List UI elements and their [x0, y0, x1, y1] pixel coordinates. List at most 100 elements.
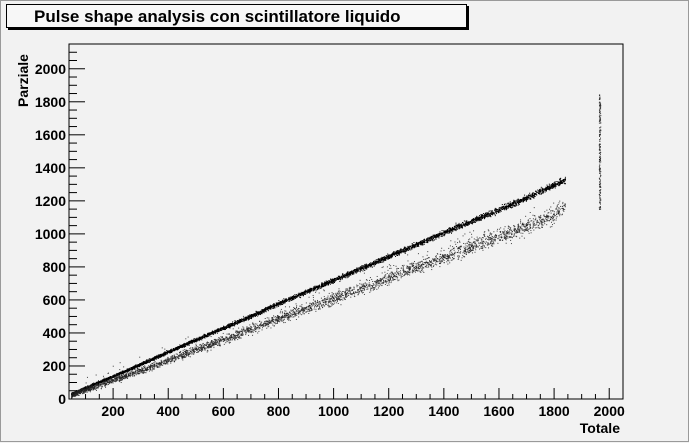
band-dot: [322, 285, 324, 287]
band-dot: [166, 350, 168, 352]
band-dot: [363, 265, 365, 267]
band-dot: [551, 187, 553, 189]
band-dot: [517, 202, 519, 204]
band-dot: [349, 273, 351, 275]
band-dot: [458, 228, 460, 230]
band-dot: [441, 234, 443, 236]
band-dot: [259, 311, 261, 313]
band-dot: [404, 251, 406, 253]
band-dot: [257, 314, 259, 316]
band-dot: [423, 241, 425, 243]
band-dot: [93, 384, 95, 386]
band-dot: [537, 193, 539, 195]
band-dot: [250, 317, 252, 319]
band-dot: [249, 315, 251, 317]
band-dot: [494, 215, 496, 217]
band-dot: [471, 219, 473, 221]
band-dot: [501, 208, 503, 210]
band-dot: [266, 308, 268, 310]
band-dot: [518, 204, 520, 206]
band-dot: [526, 198, 528, 200]
band-dot: [208, 333, 210, 335]
band-dot: [462, 222, 464, 224]
band-dot: [421, 242, 423, 244]
band-dot: [336, 277, 338, 279]
band-dot: [336, 279, 338, 281]
band-dot: [483, 215, 485, 217]
band-dot: [272, 304, 274, 306]
band-dot: [461, 225, 463, 227]
band-dot: [147, 361, 149, 363]
band-dot: [409, 248, 411, 250]
band-dot: [160, 354, 162, 356]
band-dot: [149, 361, 151, 363]
band-dot: [190, 340, 192, 342]
band-dot: [142, 364, 144, 366]
band-dot: [353, 272, 355, 274]
band-dot: [421, 240, 423, 242]
band-dot: [293, 297, 295, 299]
band-dot: [403, 247, 405, 249]
band-dot: [187, 344, 189, 346]
band-dot: [340, 278, 342, 280]
band-dot: [513, 205, 515, 207]
band-dot: [184, 346, 186, 348]
band-dot: [471, 222, 473, 224]
band-dot: [365, 265, 367, 267]
band-dot: [143, 361, 145, 363]
band-dot: [347, 275, 349, 277]
band-dot: [132, 369, 134, 371]
band-dot: [343, 276, 345, 278]
band-dot: [390, 254, 392, 256]
band-dot: [495, 211, 497, 213]
band-dot: [430, 235, 432, 237]
band-dot: [286, 299, 288, 301]
band-dot: [125, 371, 127, 373]
band-dot: [414, 245, 416, 247]
band-dot: [519, 200, 521, 202]
band-dot: [513, 200, 515, 202]
band-dot: [179, 345, 181, 347]
band-dot: [339, 277, 341, 279]
band-dot: [523, 197, 525, 199]
band-dot: [360, 267, 362, 269]
band-dot: [283, 300, 285, 302]
band-dot: [354, 269, 356, 271]
band-dot: [206, 336, 208, 338]
band-dot: [436, 236, 438, 238]
band-dot: [378, 261, 380, 263]
band-dot: [465, 223, 467, 225]
band-dot: [417, 245, 419, 247]
band-dot: [147, 359, 149, 361]
band-dot: [362, 268, 364, 270]
band-dot: [331, 279, 333, 281]
band-dot: [468, 223, 470, 225]
band-dot: [145, 363, 147, 365]
band-dot: [475, 221, 477, 223]
band-dot: [374, 262, 376, 264]
band-dot: [314, 286, 316, 288]
band-dot: [201, 336, 203, 338]
band-dot: [318, 287, 320, 289]
band-dot: [308, 291, 310, 293]
band-dot: [428, 237, 430, 239]
band-dot: [386, 255, 388, 257]
band-dot: [525, 197, 527, 199]
band-dot: [347, 272, 349, 274]
band-dot: [407, 249, 409, 251]
band-dot: [131, 369, 133, 371]
band-dot: [137, 363, 139, 365]
band-dot: [459, 224, 461, 226]
band-dot: [449, 228, 451, 230]
band-dot: [366, 264, 368, 266]
band-dot: [179, 347, 181, 349]
band-dot: [373, 264, 375, 266]
band-dot: [457, 224, 459, 226]
band-dot: [302, 291, 304, 293]
band-dot: [360, 268, 362, 270]
band-dot: [190, 342, 192, 344]
band-dot: [432, 234, 434, 236]
band-dot: [409, 245, 411, 247]
band-dot: [492, 214, 494, 216]
band-dot: [370, 262, 372, 264]
